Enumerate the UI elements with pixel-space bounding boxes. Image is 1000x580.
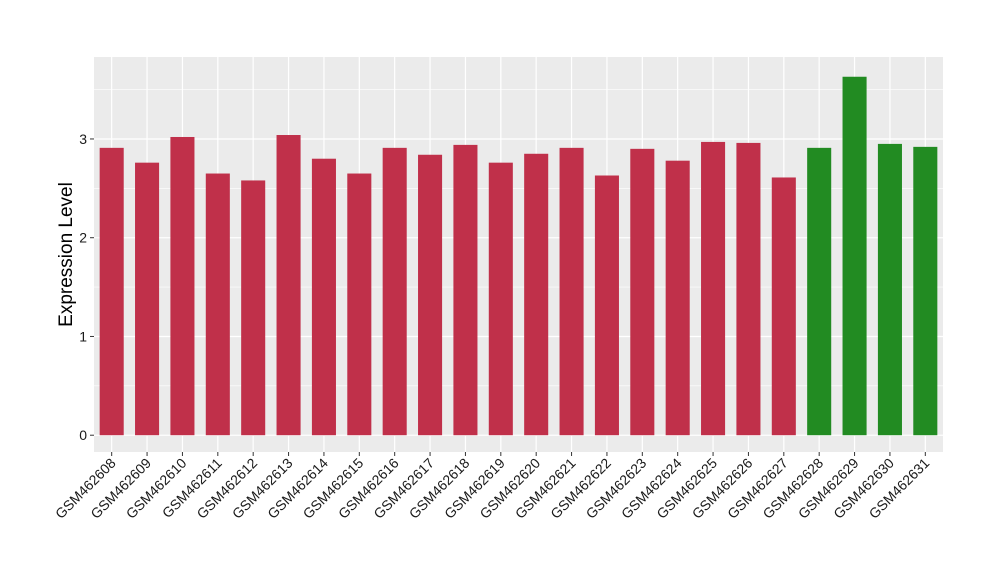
bar-GSM462623 <box>630 148 655 436</box>
bar-GSM462622 <box>594 175 619 436</box>
plot-panel <box>94 57 943 452</box>
bar-GSM462626 <box>736 142 761 436</box>
bar-GSM462627 <box>771 177 796 436</box>
bar-GSM462624 <box>665 160 690 436</box>
bar-GSM462630 <box>877 143 902 436</box>
bar-GSM462616 <box>382 147 407 436</box>
bar-GSM462629 <box>842 76 867 436</box>
bar-GSM462609 <box>135 162 160 436</box>
y-tick-label: 1 <box>79 328 87 344</box>
bar-GSM462628 <box>807 147 832 436</box>
bars <box>99 76 938 436</box>
bar-GSM462612 <box>241 180 266 436</box>
y-tick-label: 0 <box>79 427 87 443</box>
bar-GSM462620 <box>524 153 549 436</box>
bar-GSM462610 <box>170 136 195 436</box>
bar-GSM462619 <box>488 162 513 436</box>
bar-GSM462614 <box>311 158 336 436</box>
bar-GSM462615 <box>347 173 372 436</box>
bar-GSM462621 <box>559 147 584 436</box>
bar-GSM462618 <box>453 144 478 436</box>
y-axis-title: Expression Level <box>56 182 77 327</box>
bar-GSM462617 <box>418 154 443 436</box>
bar-GSM462625 <box>701 141 726 436</box>
y-axis-ticks: 0 1 2 3 <box>79 131 94 443</box>
bar-GSM462611 <box>205 173 230 436</box>
bar-GSM462608 <box>99 147 124 436</box>
x-axis-ticks: GSM462608GSM462609GSM462610GSM462611GSM4… <box>52 452 933 522</box>
y-tick-label: 2 <box>79 230 87 246</box>
bar-GSM462631 <box>913 146 938 436</box>
y-tick-label: 3 <box>79 131 87 147</box>
bar-GSM462613 <box>276 135 301 436</box>
